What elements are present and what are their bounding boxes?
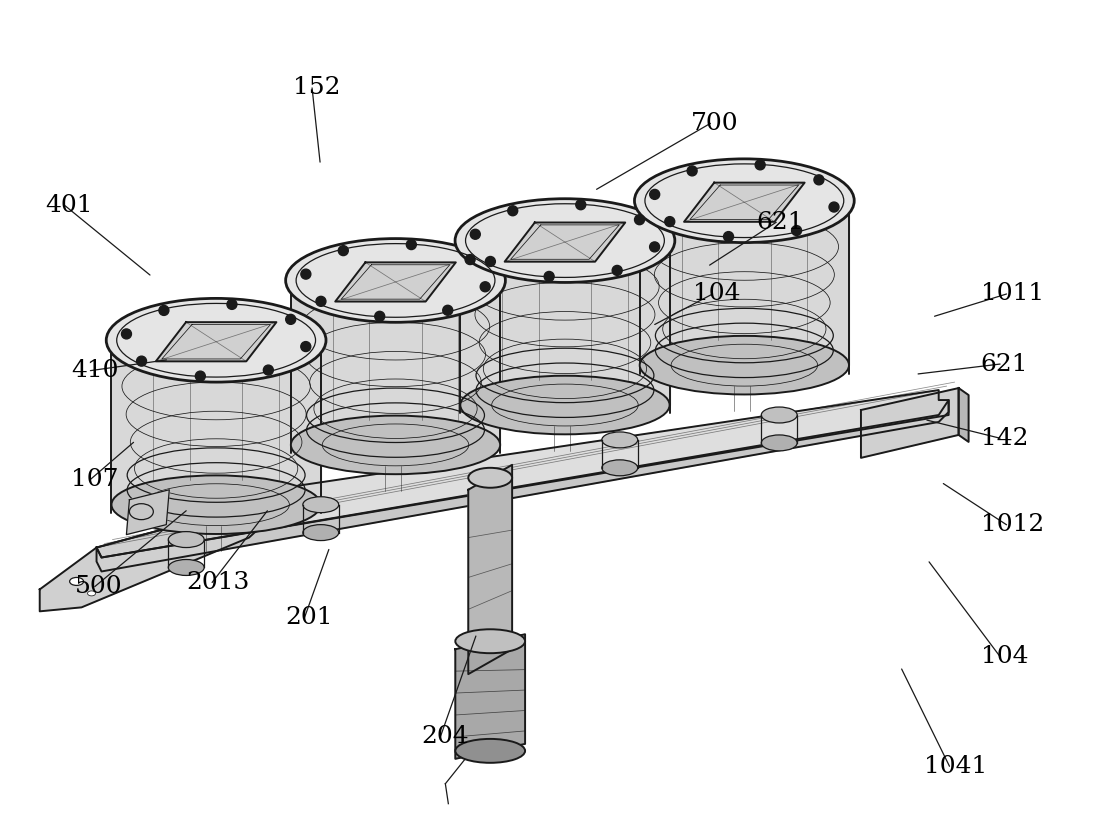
Ellipse shape [291, 416, 500, 474]
Circle shape [723, 232, 733, 241]
Circle shape [612, 265, 622, 275]
Circle shape [263, 365, 273, 375]
Circle shape [486, 256, 495, 266]
Circle shape [687, 166, 697, 176]
Ellipse shape [69, 577, 84, 586]
Polygon shape [127, 490, 170, 534]
Ellipse shape [168, 560, 204, 576]
Circle shape [137, 356, 146, 366]
Text: 152: 152 [293, 76, 340, 99]
Text: 107: 107 [70, 468, 119, 491]
Ellipse shape [460, 375, 669, 434]
Ellipse shape [111, 476, 320, 534]
Ellipse shape [285, 238, 505, 323]
Circle shape [665, 217, 675, 227]
Circle shape [814, 174, 824, 184]
Text: 500: 500 [75, 575, 123, 598]
Circle shape [406, 240, 416, 250]
Circle shape [286, 314, 296, 324]
Ellipse shape [107, 299, 326, 382]
Circle shape [195, 371, 205, 381]
Circle shape [316, 296, 326, 306]
Ellipse shape [455, 198, 675, 283]
Polygon shape [861, 388, 959, 458]
Polygon shape [460, 241, 669, 405]
Ellipse shape [634, 159, 854, 242]
Circle shape [792, 226, 802, 236]
Text: 204: 204 [421, 725, 469, 748]
Polygon shape [156, 323, 276, 361]
Ellipse shape [456, 739, 525, 762]
Circle shape [634, 215, 644, 225]
Circle shape [650, 242, 659, 252]
Ellipse shape [468, 468, 512, 488]
Ellipse shape [168, 532, 204, 547]
Ellipse shape [456, 629, 525, 653]
Text: 410: 410 [70, 359, 119, 382]
Text: 621: 621 [756, 211, 805, 234]
Ellipse shape [761, 435, 797, 451]
Ellipse shape [640, 336, 849, 394]
Text: 401: 401 [46, 194, 94, 218]
Polygon shape [468, 465, 512, 674]
Polygon shape [111, 340, 320, 504]
Circle shape [576, 200, 586, 210]
Ellipse shape [602, 460, 637, 476]
Polygon shape [291, 280, 500, 445]
Text: 700: 700 [691, 112, 739, 135]
Polygon shape [640, 201, 849, 366]
Circle shape [443, 305, 453, 315]
Text: 104: 104 [981, 645, 1028, 668]
Circle shape [227, 299, 237, 309]
Polygon shape [97, 400, 949, 571]
Text: 1012: 1012 [981, 514, 1044, 536]
Polygon shape [456, 634, 525, 759]
Text: 621: 621 [981, 352, 1028, 375]
Circle shape [470, 229, 480, 239]
Ellipse shape [303, 524, 339, 541]
Ellipse shape [602, 432, 637, 448]
Circle shape [374, 311, 384, 322]
Polygon shape [335, 262, 456, 302]
Circle shape [650, 189, 659, 199]
Text: 2013: 2013 [186, 571, 250, 594]
Circle shape [121, 329, 131, 339]
Circle shape [480, 282, 490, 292]
Ellipse shape [303, 497, 339, 513]
Circle shape [301, 269, 310, 279]
Circle shape [159, 305, 168, 315]
Circle shape [465, 255, 476, 265]
Text: 1041: 1041 [924, 755, 986, 777]
Text: 201: 201 [285, 606, 333, 629]
Text: 104: 104 [694, 283, 741, 305]
Circle shape [338, 246, 348, 256]
Circle shape [301, 342, 310, 351]
Circle shape [508, 206, 517, 216]
Ellipse shape [761, 407, 797, 423]
Polygon shape [40, 500, 271, 611]
Text: 142: 142 [981, 427, 1028, 450]
Circle shape [829, 202, 839, 212]
Circle shape [755, 160, 765, 170]
Circle shape [544, 271, 554, 281]
Polygon shape [504, 222, 625, 261]
Polygon shape [97, 390, 949, 557]
Ellipse shape [88, 591, 96, 596]
Text: 1011: 1011 [981, 283, 1044, 305]
Polygon shape [959, 388, 969, 442]
Polygon shape [684, 183, 805, 222]
